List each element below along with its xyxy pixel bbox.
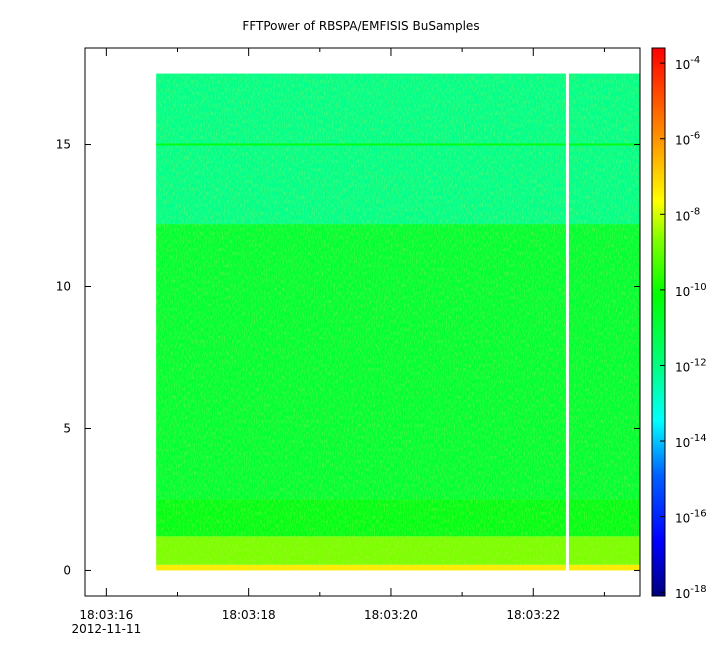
data-gap bbox=[565, 72, 569, 572]
colorbar-tick-label: 10-14 bbox=[675, 433, 707, 450]
plot-area bbox=[156, 72, 640, 572]
y-axis: 0 5 10 15 bbox=[56, 138, 640, 577]
colorbar-tick-label: 10-10 bbox=[675, 282, 707, 299]
x-tick-label: 18:03:18 bbox=[222, 608, 276, 622]
colorbar-tick-label: 10-6 bbox=[675, 131, 700, 148]
y-tick-label: 15 bbox=[56, 138, 71, 152]
x-tick-label: 18:03:16 bbox=[79, 608, 133, 622]
colorbar-tick-label: 10-16 bbox=[675, 509, 707, 526]
colorbar bbox=[651, 47, 666, 597]
y-tick-label: 0 bbox=[63, 563, 71, 577]
x-axis: 18:03:16 18:03:18 18:03:20 18:03:22 2012-11-… bbox=[71, 48, 605, 636]
x-tick-label: 18:03:20 bbox=[364, 608, 418, 622]
colorbar-tick-label: 10-12 bbox=[675, 357, 707, 374]
colorbar-tick-label: 10-18 bbox=[675, 584, 707, 601]
plot-frame bbox=[84, 47, 641, 597]
colorbar-tick-label: 10-8 bbox=[675, 206, 700, 223]
x-tick-label: 18:03:22 bbox=[506, 608, 560, 622]
chart-title: FFTPower of RBSPA/EMFISIS BuSamples bbox=[242, 19, 479, 33]
colorbar-tick-label: 10-4 bbox=[675, 55, 700, 72]
y-tick-label: 10 bbox=[56, 280, 71, 294]
y-tick-label: 5 bbox=[63, 421, 71, 435]
colorbar-axis: 10-4 10-6 10-8 10-10 10-12 10-14 10-16 10-18 bbox=[660, 55, 707, 601]
x-date-label: 2012-11-11 bbox=[71, 622, 141, 636]
spectrogram-texture bbox=[156, 73, 640, 571]
